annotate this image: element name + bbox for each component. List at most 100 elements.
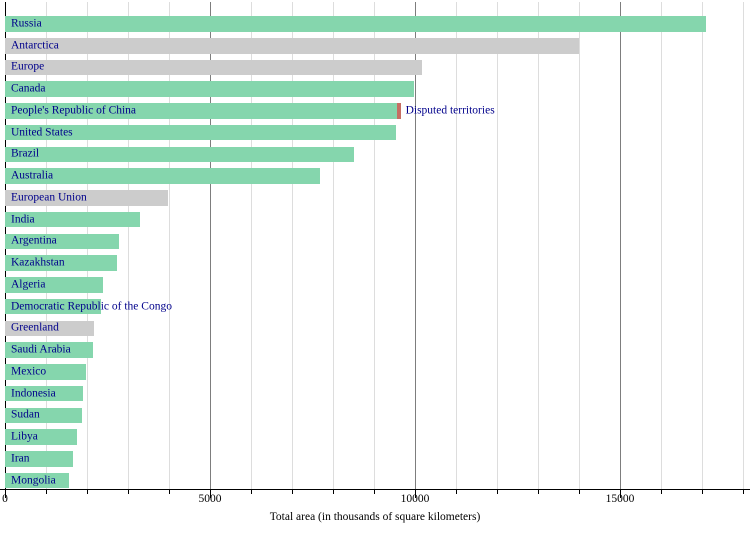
bar-row: India bbox=[0, 211, 750, 228]
gridline-minor bbox=[661, 2, 662, 490]
bar bbox=[5, 407, 83, 424]
gridline-minor bbox=[497, 2, 498, 490]
bar-row: Australia bbox=[0, 168, 750, 184]
axis-tick bbox=[456, 490, 457, 494]
disputed-territories-segment bbox=[397, 103, 401, 119]
gridline-minor bbox=[538, 2, 539, 490]
disputed-territories-annotation: Disputed territories bbox=[405, 104, 495, 117]
axis-tick bbox=[251, 490, 252, 494]
axis-tick bbox=[169, 490, 170, 494]
bar-row: Greenland bbox=[0, 320, 750, 337]
axis-tick bbox=[497, 490, 498, 494]
bar-label: Australia bbox=[11, 169, 54, 182]
bar bbox=[5, 81, 415, 97]
bar-label: Saudi Arabia bbox=[11, 343, 71, 356]
bar bbox=[5, 124, 396, 141]
bar-row: Russia bbox=[0, 16, 750, 32]
bar-label: India bbox=[11, 212, 35, 225]
bar bbox=[5, 190, 168, 206]
bar-row: Disputed territories People's Republic of… bbox=[0, 103, 750, 119]
bar-label: Brazil bbox=[11, 147, 40, 160]
bar bbox=[5, 320, 94, 337]
gridline-minor bbox=[456, 2, 457, 490]
axis-tick bbox=[702, 490, 703, 494]
gridline-minor bbox=[292, 2, 293, 490]
bar-row: Brazil bbox=[0, 146, 750, 163]
bar-label: Iran bbox=[11, 452, 30, 465]
bar-row: Argentina bbox=[0, 233, 750, 250]
bar-label: United States bbox=[11, 125, 73, 138]
bar-row: Sudan bbox=[0, 407, 750, 424]
axis-tick bbox=[743, 490, 744, 494]
bar-row: United States bbox=[0, 124, 750, 141]
bar-row: Libya bbox=[0, 429, 750, 445]
gridline-minor bbox=[333, 2, 334, 490]
bar-label: Kazakhstan bbox=[11, 256, 65, 269]
gridline-minor bbox=[374, 2, 375, 490]
bar bbox=[5, 37, 579, 54]
bar bbox=[5, 298, 102, 315]
axis-tick bbox=[292, 490, 293, 494]
axis-tick bbox=[128, 490, 129, 494]
bar-label: Libya bbox=[11, 430, 38, 443]
bar-label: Mongolia bbox=[11, 473, 56, 486]
axis-tick bbox=[5, 490, 6, 498]
gridline-major bbox=[415, 2, 416, 490]
bar-row: Algeria bbox=[0, 277, 750, 293]
bar bbox=[5, 168, 321, 184]
bar bbox=[5, 364, 86, 380]
bar bbox=[5, 103, 398, 119]
gridline-major bbox=[210, 2, 211, 490]
x-tick-label: 10000 bbox=[400, 493, 430, 505]
bar-label: Argentina bbox=[11, 234, 57, 247]
x-tick-label: 15000 bbox=[605, 493, 635, 505]
bar-label: Antarctica bbox=[11, 38, 59, 51]
gridline-minor bbox=[128, 2, 129, 490]
axis-tick bbox=[46, 490, 47, 494]
bar bbox=[5, 146, 355, 163]
x-axis-line bbox=[0, 489, 750, 490]
gridline-minor bbox=[251, 2, 252, 490]
bar bbox=[5, 451, 73, 467]
axis-tick bbox=[415, 490, 416, 498]
bar bbox=[5, 59, 423, 76]
bar-label: Canada bbox=[11, 82, 46, 95]
axis-tick bbox=[87, 490, 88, 494]
bar bbox=[5, 385, 84, 402]
bar-row: Mexico bbox=[0, 364, 750, 380]
bar-label: Sudan bbox=[11, 408, 40, 421]
axis-tick bbox=[333, 490, 334, 494]
plot-area: 0 5000 10000 15000 Russia Antarctica Europe Can… bbox=[0, 2, 750, 505]
bar-label: Democratic Republic of the Congo bbox=[11, 299, 172, 312]
bar-row: Democratic Republic of the Congo bbox=[0, 298, 750, 315]
bar bbox=[5, 211, 140, 228]
axis-tick bbox=[538, 490, 539, 494]
bar-label: Greenland bbox=[11, 321, 59, 334]
bar-row: Europe bbox=[0, 59, 750, 76]
axis-tick bbox=[661, 490, 662, 494]
axis-tick bbox=[579, 490, 580, 494]
bar bbox=[5, 472, 70, 489]
bar-row: Iran bbox=[0, 451, 750, 467]
bar-label: Indonesia bbox=[11, 386, 56, 399]
axis-tick bbox=[374, 490, 375, 494]
bar bbox=[5, 233, 119, 250]
x-tick-label: 0 bbox=[2, 493, 8, 505]
bar-row: Kazakhstan bbox=[0, 255, 750, 271]
bar bbox=[5, 16, 707, 32]
gridline-minor bbox=[579, 2, 580, 490]
bar-row: Mongolia bbox=[0, 472, 750, 489]
bar-row: Saudi Arabia bbox=[0, 342, 750, 358]
axis-tick bbox=[210, 490, 211, 498]
bar-row: Indonesia bbox=[0, 385, 750, 402]
bar-label: People's Republic of China bbox=[11, 104, 137, 117]
bar-row: European Union bbox=[0, 190, 750, 206]
bar bbox=[5, 342, 94, 358]
gridline-major bbox=[620, 2, 621, 490]
bar-label: European Union bbox=[11, 191, 87, 204]
axis-tick bbox=[620, 490, 621, 498]
bar bbox=[5, 255, 117, 271]
bar-label: Europe bbox=[11, 60, 45, 73]
bar-label: Mexico bbox=[11, 365, 47, 378]
